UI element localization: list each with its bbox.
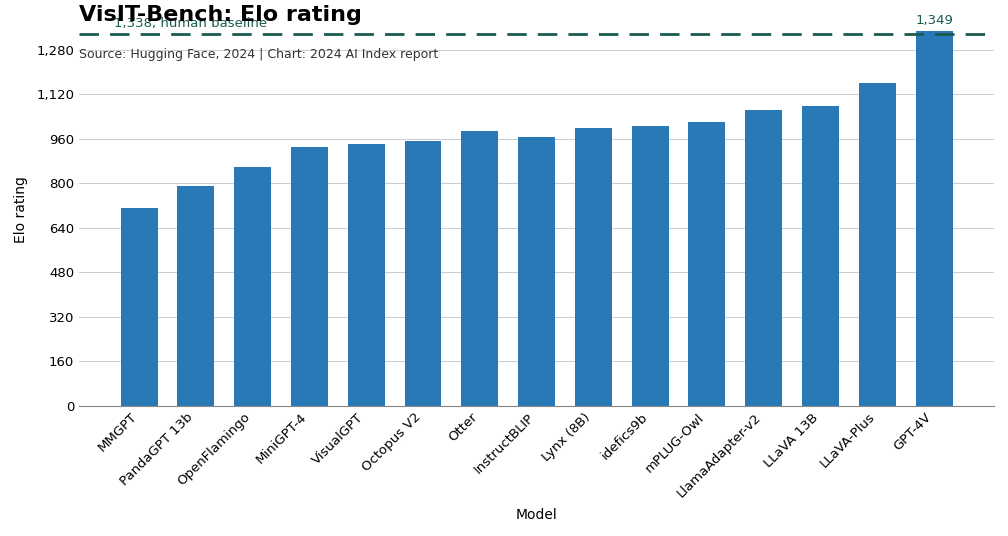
Bar <box>575 128 612 406</box>
Bar <box>234 167 271 406</box>
Text: Source: Hugging Face, 2024 | Chart: 2024 AI Index report: Source: Hugging Face, 2024 | Chart: 2024… <box>79 48 438 61</box>
Text: 1,338, human baseline: 1,338, human baseline <box>114 17 267 29</box>
Bar <box>518 137 555 406</box>
Y-axis label: Elo rating: Elo rating <box>14 176 28 243</box>
X-axis label: Model: Model <box>516 508 557 522</box>
Bar <box>688 122 726 406</box>
Bar <box>745 110 782 406</box>
Bar <box>121 209 157 406</box>
Bar <box>632 126 668 406</box>
Text: 1,349: 1,349 <box>915 14 953 27</box>
Bar <box>462 131 498 406</box>
Text: VisIT-Bench: Elo rating: VisIT-Bench: Elo rating <box>79 5 362 25</box>
Bar <box>177 186 215 406</box>
Bar <box>348 144 385 406</box>
Bar <box>404 141 442 406</box>
Bar <box>291 147 328 406</box>
Bar <box>915 31 953 406</box>
Bar <box>859 84 896 406</box>
Bar <box>802 106 839 406</box>
